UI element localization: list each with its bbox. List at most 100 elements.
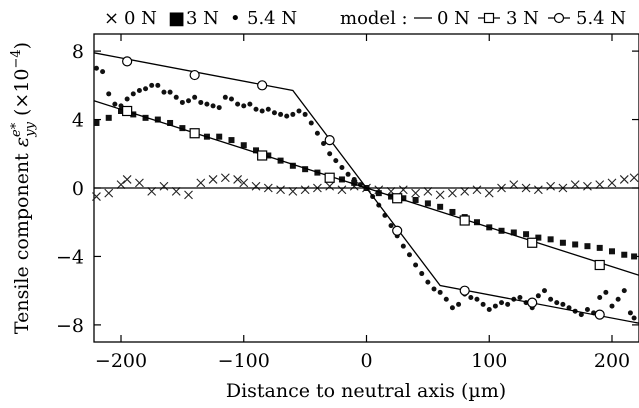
series-layer (92, 52, 639, 324)
data-point-dot (431, 286, 437, 292)
legend: × 0 N ■ 3 N • 5.4 N model : 0 N 3 N 5.4 … (104, 8, 626, 29)
data-point-dot (437, 289, 443, 295)
data-point-cross (546, 181, 556, 191)
data-point-dot (186, 98, 192, 104)
data-point-square (375, 190, 382, 197)
x-tick-label: 0 (360, 350, 372, 372)
y-axis-title-sup: e* (9, 122, 24, 137)
data-point-square (93, 119, 100, 126)
data-point-dot (228, 96, 234, 102)
model-marker-circle (257, 80, 268, 91)
data-point-dot (204, 101, 210, 107)
legend-marker-3n: ■ (168, 8, 185, 29)
data-point-dot (149, 82, 155, 88)
data-point-cross (147, 187, 157, 196)
data-point-dot (621, 288, 627, 294)
data-point-cross (208, 175, 218, 184)
data-point-dot (112, 101, 118, 107)
data-point-dot (308, 120, 314, 126)
data-point-dot (173, 94, 179, 100)
data-point-dot (631, 315, 637, 321)
data-point-square (473, 219, 480, 226)
data-point-dot (241, 103, 247, 109)
data-point-dot (603, 289, 609, 295)
data-point-cross (122, 175, 132, 184)
data-point-dot (253, 106, 259, 112)
data-point-dot (486, 306, 492, 312)
legend-marker-0n: × (104, 8, 119, 29)
data-point-dot (161, 89, 167, 95)
data-point-cross (233, 175, 243, 184)
data-point-dot (345, 171, 351, 177)
x-tick-label: 200 (594, 350, 630, 372)
data-point-cross (196, 178, 206, 188)
data-point-cross (595, 180, 605, 189)
y-tick-label: −4 (56, 246, 84, 268)
model-marker-square (392, 193, 403, 204)
y-axis-title-unit-exp: −4 (9, 49, 24, 68)
data-point-cross (629, 173, 639, 183)
data-point-dot (167, 89, 173, 95)
data-point-square (105, 114, 112, 121)
data-point-dot (474, 296, 480, 302)
data-point-dot (265, 106, 271, 112)
data-point-cross (92, 192, 101, 201)
x-axis-title: Distance to neutral axis (µm) (226, 380, 506, 402)
model-marker-circle (459, 285, 470, 296)
data-point-dot (155, 82, 161, 88)
data-point-dot (284, 113, 290, 119)
data-point-dot (505, 301, 511, 307)
y-axis-title-main: Tensile component (11, 147, 33, 334)
y-tick-label: 0 (72, 178, 84, 200)
data-point-cross (460, 187, 470, 196)
data-point-dot (609, 303, 615, 309)
data-point-square (608, 248, 615, 255)
data-point-square (302, 166, 309, 173)
data-point-cross (220, 173, 230, 183)
model-marker-square (459, 215, 470, 226)
data-point-dot (492, 303, 498, 309)
data-point-dot (192, 94, 198, 100)
model-marker-square (257, 150, 268, 161)
model-marker-circle (392, 225, 403, 236)
data-point-cross (337, 185, 347, 195)
data-point-square (400, 195, 407, 202)
data-point-square (265, 152, 272, 159)
data-point-dot (333, 158, 339, 164)
data-point-dot (259, 108, 265, 114)
data-point-dot (247, 101, 253, 107)
model-marker-square (122, 105, 133, 117)
data-point-dot (179, 99, 185, 105)
y-axis-title: Tensile component εe*yy (×10−4) (9, 42, 38, 334)
data-point-cross (159, 181, 169, 191)
data-point-square (621, 251, 628, 258)
series-model-54n (93, 52, 639, 324)
legend-label-0n: 0 N (124, 8, 157, 29)
data-point-cross (411, 188, 420, 198)
legend-label-3n: 3 N (186, 8, 219, 29)
data-point-square (253, 147, 260, 154)
data-point-square (228, 137, 235, 144)
y-tick-label: 8 (72, 41, 84, 63)
data-point-dot (449, 305, 455, 311)
legend-model-3n-marker (483, 12, 495, 24)
model-marker-square (324, 172, 335, 183)
data-point-square (437, 203, 444, 210)
data-point-square (631, 253, 638, 260)
data-point-dot (321, 141, 327, 147)
data-point-cross (472, 185, 482, 195)
data-point-square (289, 162, 296, 169)
data-point-square (154, 116, 161, 123)
data-point-dot (278, 111, 284, 117)
series-model-3n (93, 100, 639, 276)
data-point-cross (325, 181, 335, 191)
data-point-dot (425, 279, 431, 285)
data-point-dot (517, 295, 523, 301)
data-point-cross (239, 178, 249, 188)
model-marker-square (527, 237, 538, 248)
data-point-dot (566, 305, 572, 311)
data-point-cross (288, 187, 298, 196)
data-point-square (118, 108, 125, 114)
data-point-cross (583, 181, 592, 191)
x-tick-label: −100 (218, 350, 270, 372)
